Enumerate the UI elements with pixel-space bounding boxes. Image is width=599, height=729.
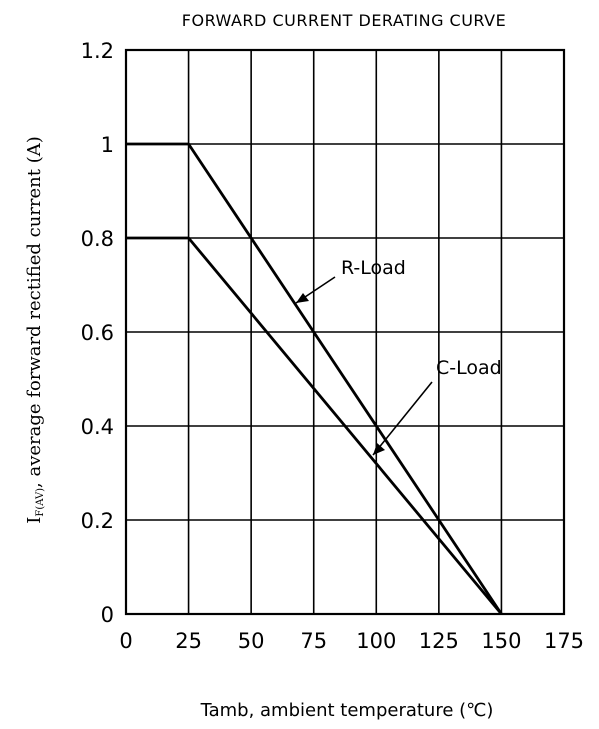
c-load-leader bbox=[372, 381, 433, 456]
x-tick-labels: 0 25 50 75 100 125 150 175 bbox=[119, 629, 584, 653]
x-tick-label: 50 bbox=[238, 629, 265, 653]
y-tick-label: 0.8 bbox=[81, 227, 114, 251]
r-load-series-line bbox=[126, 142, 503, 615]
horizontal-gridlines bbox=[126, 49, 564, 615]
y-tick-label: 0.6 bbox=[81, 321, 114, 345]
series-lines bbox=[126, 142, 503, 615]
x-axis-label: Tamb, ambient temperature (℃) bbox=[200, 700, 494, 721]
y-axis-label: IF(AV), average forward rectified curren… bbox=[24, 136, 46, 524]
r-load-arrowhead bbox=[296, 293, 309, 303]
y-tick-label: 0.2 bbox=[81, 509, 114, 533]
c-load-label: C-Load bbox=[436, 357, 502, 379]
x-tick-label: 0 bbox=[119, 629, 132, 653]
x-tick-label: 175 bbox=[544, 629, 584, 653]
r-load-label: R-Load bbox=[341, 257, 406, 279]
x-tick-label: 125 bbox=[419, 629, 459, 653]
series-annotations: R-Load C-Load bbox=[295, 257, 502, 456]
y-tick-label: 1 bbox=[101, 133, 114, 157]
y-tick-label: 0.4 bbox=[81, 415, 114, 439]
x-tick-label: 25 bbox=[175, 629, 202, 653]
y-axis-label-main: I bbox=[24, 517, 45, 524]
y-axis-label-subscript: F(AV) bbox=[35, 488, 46, 517]
x-tick-label: 150 bbox=[481, 629, 521, 653]
chart-title: FORWARD CURRENT DERATING CURVE bbox=[182, 11, 506, 30]
x-tick-label: 100 bbox=[356, 629, 396, 653]
c-load-series-line bbox=[126, 236, 503, 615]
plot-frame bbox=[124, 48, 566, 616]
y-tick-labels: 0 0.2 0.4 0.6 0.8 1 1.2 bbox=[81, 39, 114, 627]
x-tick-label: 75 bbox=[300, 629, 327, 653]
y-axis-label-rest: , average forward rectified current (A) bbox=[24, 136, 45, 488]
y-tick-label: 1.2 bbox=[81, 39, 114, 63]
c-load-arrowhead bbox=[373, 443, 385, 455]
y-tick-label: 0 bbox=[101, 603, 114, 627]
